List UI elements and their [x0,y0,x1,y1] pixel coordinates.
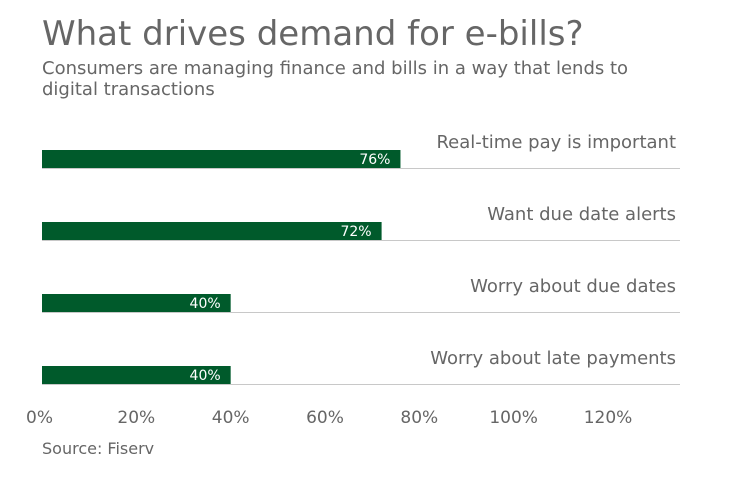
category-label: Worry about due dates [470,276,676,297]
x-tick-label: 80% [400,408,438,428]
bar [42,150,401,168]
bar [42,294,231,312]
bar [42,222,382,240]
x-tick-label: 20% [117,408,155,428]
category-label: Want due date alerts [487,204,676,225]
x-tick-label: 0% [26,408,53,428]
x-tick-label: 120% [584,408,633,428]
x-tick-label: 100% [489,408,538,428]
bar-data-label: 40% [190,368,221,384]
chart-title: What drives demand for e-bills? [42,14,584,54]
category-label: Worry about late payments [430,348,676,369]
x-tick-label: 60% [306,408,344,428]
bar-data-label: 40% [190,296,221,312]
category-label: Real-time pay is important [436,132,676,153]
bar-data-label: 72% [340,224,371,240]
bar [42,366,231,384]
chart-subtitle: Consumers are managing finance and bills… [42,58,629,100]
x-tick-label: 40% [212,408,250,428]
bar-data-label: 76% [359,152,390,168]
source-note: Source: Fiserv [42,439,155,458]
